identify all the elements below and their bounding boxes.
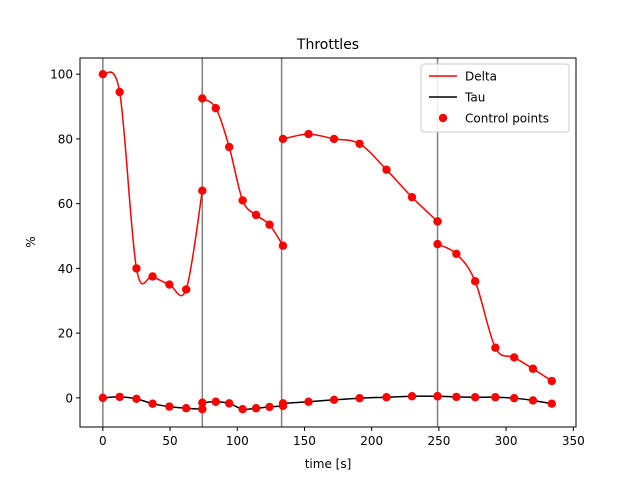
tau-control-point	[407, 392, 417, 401]
tau-control-point	[491, 393, 500, 402]
tau-control-point	[98, 393, 108, 403]
delta-control-point	[278, 134, 288, 144]
y-axis-label: %	[24, 236, 38, 247]
tau-control-point	[355, 393, 364, 403]
delta-control-point	[304, 129, 313, 139]
x-tick-label: 350	[562, 434, 585, 448]
delta-line	[437, 243, 553, 382]
chart-title: Throttles	[296, 37, 359, 53]
delta-control-point	[528, 364, 538, 373]
tau-control-point	[433, 392, 442, 401]
legend-label: Delta	[465, 70, 497, 84]
delta-control-point	[329, 134, 339, 144]
delta-control-point	[98, 69, 108, 79]
tau-control-point	[181, 404, 191, 413]
tau-control-point	[470, 393, 480, 402]
tau-control-point	[198, 398, 207, 407]
x-tick-label: 300	[495, 434, 518, 448]
delta-control-point	[251, 210, 261, 220]
tau-control-point	[329, 395, 339, 405]
delta-control-point	[115, 87, 124, 97]
tau-control-point	[115, 392, 124, 402]
tau-control-point	[265, 402, 274, 412]
delta-control-point	[148, 272, 157, 281]
legend-label: Control points	[465, 112, 549, 126]
y-tick-label: 80	[58, 132, 73, 146]
tau-control-point	[547, 399, 557, 408]
y-tick-label: 40	[58, 262, 73, 276]
y-tick-label: 60	[58, 197, 73, 211]
delta-control-point	[433, 217, 442, 226]
delta-control-point	[198, 186, 207, 195]
x-tick-label: 250	[427, 434, 450, 448]
delta-control-point	[238, 196, 247, 205]
delta-line	[102, 71, 204, 297]
x-tick-label: 200	[360, 434, 383, 448]
delta-control-point	[132, 264, 141, 273]
tau-control-point	[509, 393, 519, 403]
delta-control-point	[265, 220, 274, 229]
tau-control-point	[278, 399, 288, 408]
tau-control-point	[225, 399, 234, 408]
delta-control-point	[382, 165, 391, 174]
tau-control-point	[251, 404, 261, 413]
y-tick-label: 0	[65, 391, 73, 405]
delta-control-point	[547, 376, 557, 386]
delta-control-point	[198, 94, 207, 103]
legend-label: Tau	[464, 91, 485, 105]
vertical-lines	[102, 58, 439, 427]
tau-control-point	[382, 393, 391, 402]
tau-control-point	[452, 392, 461, 402]
tau-control-point	[304, 397, 313, 406]
legend-box	[420, 63, 570, 133]
legend-swatch	[438, 113, 448, 123]
delta-control-point	[470, 277, 480, 286]
y-tick-label: 20	[58, 327, 73, 341]
x-tick-label: 100	[226, 434, 249, 448]
delta-control-point	[278, 241, 288, 250]
delta-control-point	[225, 142, 234, 152]
delta-control-point	[452, 249, 461, 259]
x-tick-label: 50	[162, 434, 177, 448]
tau-control-point	[211, 397, 220, 406]
delta-control-point	[211, 103, 220, 113]
delta-control-point	[181, 285, 191, 294]
delta-control-point	[355, 139, 364, 148]
x-tick-label: 150	[293, 434, 316, 448]
tau-control-point	[165, 402, 174, 411]
tau-control-point	[148, 399, 157, 408]
delta-control-point	[433, 239, 442, 249]
delta-control-point	[407, 192, 417, 202]
tau-control-point	[528, 396, 538, 405]
legend: Delta Tau Control points	[420, 63, 570, 133]
delta-control-point	[491, 343, 500, 352]
tau-control-point	[198, 404, 207, 414]
delta-control-point	[509, 353, 519, 362]
axis-ticks: 0 50 100 150 200 250 300 350 0 20 40 60 80 100	[50, 68, 585, 448]
control-points	[98, 69, 557, 414]
delta-control-point	[165, 280, 174, 289]
x-axis-label: time [s]	[305, 457, 352, 471]
tau-control-point	[238, 404, 247, 414]
y-tick-label: 100	[50, 68, 73, 82]
plot-frame	[79, 57, 577, 428]
x-tick-label: 0	[99, 434, 107, 448]
tau-control-point	[132, 394, 141, 404]
